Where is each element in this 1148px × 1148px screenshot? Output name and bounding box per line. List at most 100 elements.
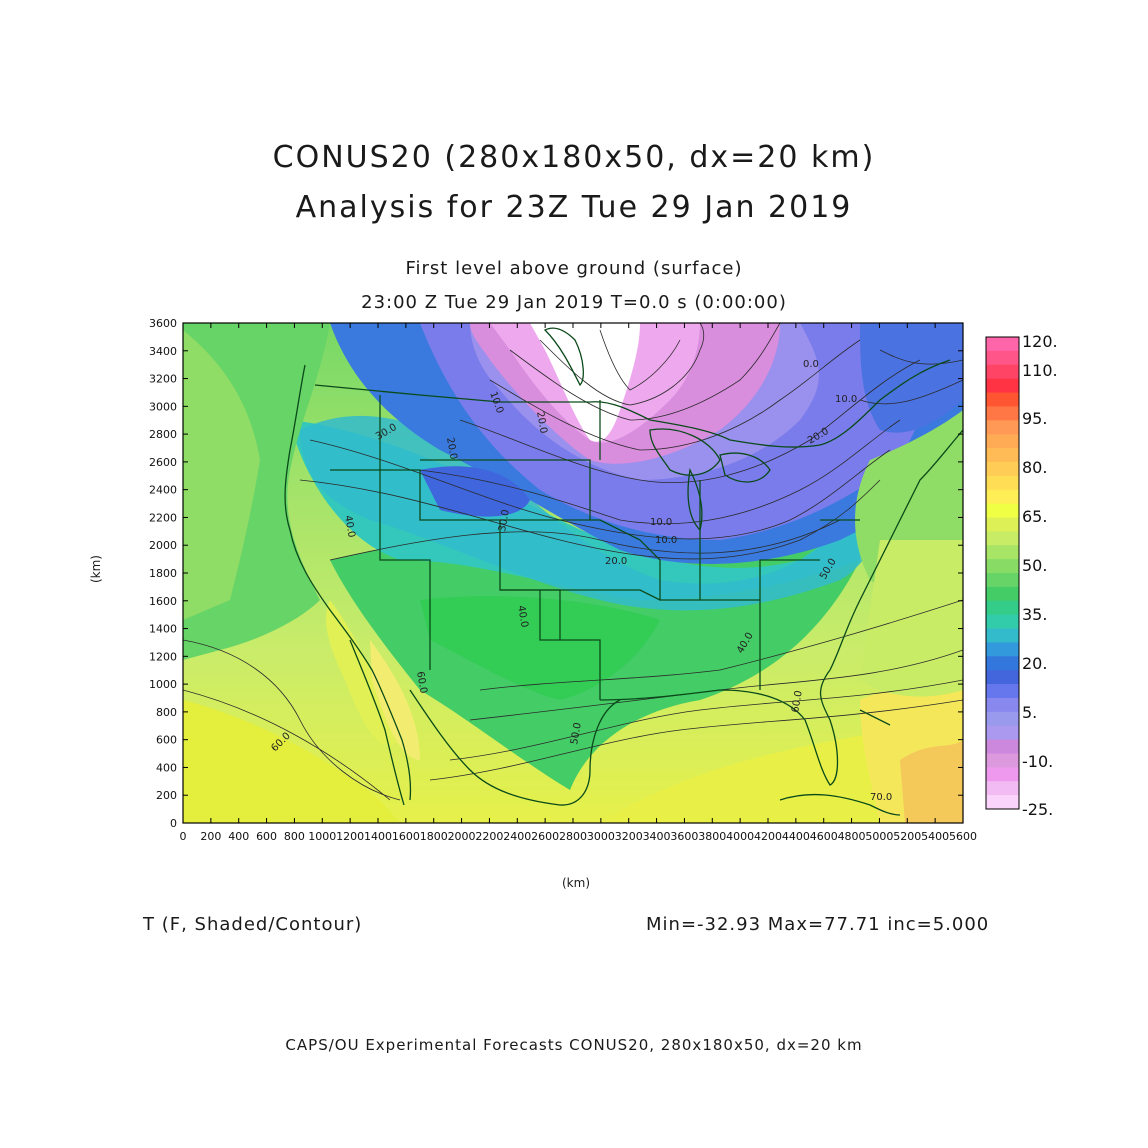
colorbar-label: 110. bbox=[1022, 361, 1058, 380]
contour-label: 20.0 bbox=[534, 411, 549, 435]
colorbar-swatch bbox=[986, 392, 1019, 407]
x-axis-ticks: 0 200 400 600 800 1000 1200 1400 1600 1800 2000 220… bbox=[180, 323, 977, 843]
colorbar-swatch bbox=[986, 420, 1019, 435]
colorbar-swatch bbox=[986, 697, 1019, 713]
y-tick-label: 1400 bbox=[149, 623, 177, 636]
colorbar bbox=[986, 337, 1019, 810]
x-tick-label: 400 bbox=[228, 830, 249, 843]
colorbar-swatch bbox=[986, 767, 1019, 782]
colorbar-label: 5. bbox=[1022, 703, 1037, 722]
contour-label: 10.0 bbox=[655, 535, 677, 546]
x-tick-label: 5000 bbox=[865, 830, 893, 843]
x-tick-label: 2200 bbox=[475, 830, 503, 843]
x-tick-label: 4400 bbox=[782, 830, 810, 843]
colorbar-swatch bbox=[986, 628, 1019, 643]
y-tick-label: 1200 bbox=[149, 650, 177, 663]
x-tick-label: 1800 bbox=[420, 830, 448, 843]
colorbar-swatch bbox=[986, 350, 1019, 366]
colorbar-label: 35. bbox=[1022, 605, 1047, 624]
field-label: T (F, Shaded/Contour) bbox=[143, 914, 363, 935]
y-tick-label: 600 bbox=[156, 734, 177, 747]
colorbar-swatch bbox=[986, 517, 1019, 532]
x-tick-label: 1400 bbox=[364, 830, 392, 843]
colorbar-swatch bbox=[986, 378, 1019, 394]
colorbar-swatch bbox=[986, 406, 1019, 421]
colorbar-swatch bbox=[986, 753, 1019, 768]
x-tick-label: 3800 bbox=[698, 830, 726, 843]
y-tick-label: 3400 bbox=[149, 345, 177, 358]
colorbar-labels: 120. 110. 95. 80. 65. 50. 35. 20. 5. -10… bbox=[1022, 332, 1058, 819]
x-tick-label: 3600 bbox=[670, 830, 698, 843]
colorbar-label: 50. bbox=[1022, 556, 1047, 575]
x-tick-label: 2400 bbox=[503, 830, 531, 843]
contour-label: 40.0 bbox=[515, 605, 530, 629]
colorbar-swatch bbox=[986, 642, 1019, 657]
colorbar-swatch bbox=[986, 475, 1019, 491]
x-tick-label: 4800 bbox=[838, 830, 866, 843]
colorbar-frame bbox=[985, 336, 1020, 810]
y-axis-ticks: 0 200 400 600 800 1000 1200 1400 1600 1800 2000 220… bbox=[149, 317, 963, 830]
y-tick-label: 800 bbox=[156, 706, 177, 719]
colorbar-swatch bbox=[986, 725, 1019, 741]
x-tick-label: 200 bbox=[200, 830, 221, 843]
x-tick-label: 0 bbox=[180, 830, 187, 843]
y-tick-label: 2600 bbox=[149, 456, 177, 469]
contour-label: 40.0 bbox=[342, 515, 357, 539]
x-tick-label: 1000 bbox=[308, 830, 336, 843]
contour-label: 30.0 bbox=[497, 509, 512, 533]
colorbar-label: 80. bbox=[1022, 458, 1047, 477]
colorbar-swatch bbox=[986, 600, 1019, 616]
x-tick-label: 5400 bbox=[921, 830, 949, 843]
contour-label: 60.0 bbox=[790, 690, 805, 714]
x-tick-label: 2000 bbox=[448, 830, 476, 843]
x-tick-label: 3200 bbox=[615, 830, 643, 843]
contour-label: 70.0 bbox=[870, 792, 892, 803]
contour-label: 50.0 bbox=[569, 722, 584, 746]
x-axis-unit-label: (km) bbox=[562, 876, 591, 890]
colorbar-swatch bbox=[986, 711, 1019, 727]
colorbar-swatch bbox=[986, 461, 1019, 477]
chart-subtitle-analysis-time: Analysis for 23Z Tue 29 Jan 2019 bbox=[295, 190, 853, 225]
contour-label: 20.0 bbox=[605, 556, 627, 567]
colorbar-label: 120. bbox=[1022, 332, 1058, 351]
contour-label: 10.0 bbox=[650, 517, 672, 528]
y-axis-unit-label: (km) bbox=[89, 554, 104, 584]
colorbar-swatch bbox=[986, 531, 1019, 546]
y-tick-label: 3200 bbox=[149, 373, 177, 386]
geographic-boundaries bbox=[284, 327, 963, 816]
x-tick-label: 2800 bbox=[559, 830, 587, 843]
y-tick-label: 2000 bbox=[149, 539, 177, 552]
colorbar-label: -25. bbox=[1022, 800, 1053, 819]
colorbar-swatch bbox=[986, 434, 1019, 449]
colorbar-swatch bbox=[986, 448, 1019, 463]
x-tick-label: 800 bbox=[284, 830, 305, 843]
x-tick-label: 1200 bbox=[336, 830, 364, 843]
x-tick-label: 5200 bbox=[893, 830, 921, 843]
colorbar-label: -10. bbox=[1022, 752, 1053, 771]
colorbar-label: 65. bbox=[1022, 507, 1047, 526]
colorbar-swatch bbox=[986, 795, 1019, 810]
colorbar-swatch bbox=[986, 364, 1019, 380]
y-tick-label: 1000 bbox=[149, 678, 177, 691]
x-tick-label: 3400 bbox=[643, 830, 671, 843]
colorbar-swatch bbox=[986, 739, 1019, 754]
y-tick-label: 200 bbox=[156, 789, 177, 802]
level-label: First level above ground (surface) bbox=[405, 258, 743, 279]
colorbar-label: 95. bbox=[1022, 409, 1047, 428]
chart-title: CONUS20 (280x180x50, dx=20 km) bbox=[272, 140, 876, 175]
y-tick-label: 2400 bbox=[149, 484, 177, 497]
colorbar-swatch bbox=[986, 545, 1019, 560]
valid-time-label: 23:00 Z Tue 29 Jan 2019 T=0.0 s (0:00:00… bbox=[361, 292, 787, 313]
colorbar-label: 20. bbox=[1022, 654, 1047, 673]
x-tick-label: 4200 bbox=[754, 830, 782, 843]
y-tick-label: 400 bbox=[156, 761, 177, 774]
colorbar-swatch bbox=[986, 559, 1019, 574]
y-tick-label: 1800 bbox=[149, 567, 177, 580]
y-tick-label: 3000 bbox=[149, 400, 177, 413]
y-tick-label: 2800 bbox=[149, 428, 177, 441]
y-tick-label: 2200 bbox=[149, 511, 177, 524]
colorbar-swatch bbox=[986, 503, 1019, 518]
x-tick-label: 4600 bbox=[810, 830, 838, 843]
colorbar-swatch bbox=[986, 489, 1019, 505]
